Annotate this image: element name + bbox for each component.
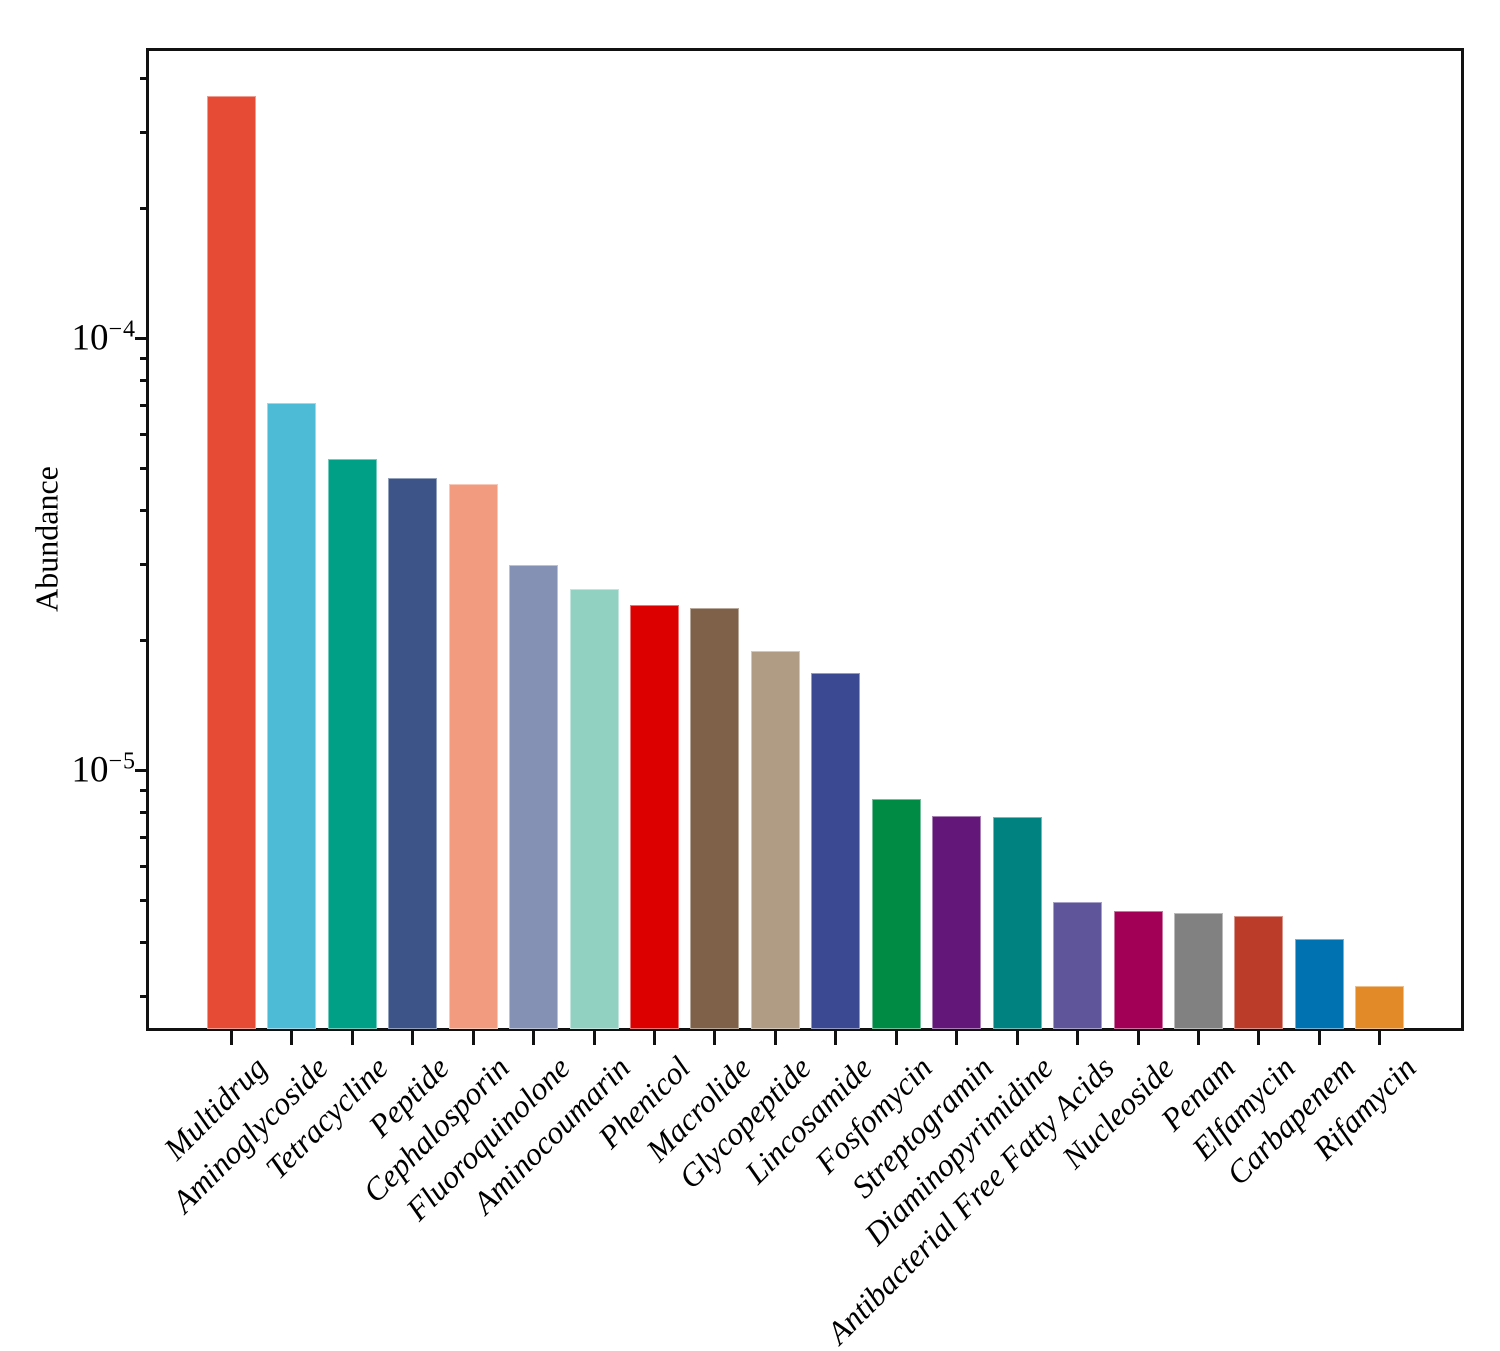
bar-multidrug xyxy=(206,95,256,1029)
y-minor-tick xyxy=(140,130,148,134)
bar-cephalosporin xyxy=(448,484,498,1029)
y-minor-tick xyxy=(140,562,148,566)
y-minor-tick xyxy=(140,76,148,80)
y-minor-tick xyxy=(140,356,148,360)
bar-aminocoumarin xyxy=(569,588,619,1029)
bar-fosfomycin xyxy=(871,799,921,1029)
x-tick xyxy=(713,1031,717,1045)
bar-carbapenem xyxy=(1294,939,1344,1029)
x-tick xyxy=(1136,1031,1140,1045)
bar-aminoglycoside xyxy=(267,403,317,1029)
bar-fluoroquinolone xyxy=(509,564,559,1029)
y-minor-tick xyxy=(140,864,148,868)
x-tick xyxy=(350,1031,354,1045)
y-minor-tick xyxy=(140,432,148,436)
bar-macrolide xyxy=(690,607,740,1029)
bar-phenicol xyxy=(629,605,679,1029)
bar-antibacterial-free-fatty-acids xyxy=(1053,901,1103,1029)
y-minor-tick xyxy=(140,206,148,210)
x-tick xyxy=(894,1031,898,1045)
x-tick xyxy=(773,1031,777,1045)
y-minor-tick xyxy=(140,788,148,792)
x-tick xyxy=(229,1031,233,1045)
y-minor-tick xyxy=(140,508,148,512)
x-tick xyxy=(955,1031,959,1045)
x-tick xyxy=(1257,1031,1261,1045)
y-axis-label: Abundance xyxy=(28,466,65,612)
bar-tetracycline xyxy=(327,458,377,1029)
y-minor-tick xyxy=(140,378,148,382)
y-tick-label: 10−4 xyxy=(71,316,136,359)
y-tick-label: 10−5 xyxy=(71,748,136,791)
y-minor-tick xyxy=(140,898,148,902)
bar-streptogramin xyxy=(932,816,982,1029)
bar-rifamycin xyxy=(1355,985,1405,1029)
y-minor-tick xyxy=(140,940,148,944)
y-major-tick xyxy=(135,768,148,772)
x-tick xyxy=(290,1031,294,1045)
bar-glycopeptide xyxy=(750,650,800,1029)
y-minor-tick xyxy=(140,638,148,642)
x-tick xyxy=(1076,1031,1080,1045)
x-tick xyxy=(592,1031,596,1045)
x-tick xyxy=(1015,1031,1019,1045)
bar-penam xyxy=(1174,913,1223,1029)
x-tick xyxy=(1197,1031,1200,1045)
x-tick xyxy=(834,1031,838,1045)
y-minor-tick xyxy=(140,994,148,998)
x-tick xyxy=(532,1031,536,1045)
bar-diaminopyrimidine xyxy=(992,817,1042,1029)
bar-peptide xyxy=(388,478,438,1029)
x-tick xyxy=(1378,1031,1382,1045)
y-minor-tick xyxy=(140,810,148,814)
x-tick xyxy=(1317,1031,1321,1045)
bar-nucleoside xyxy=(1113,911,1163,1029)
y-minor-tick xyxy=(140,466,148,470)
x-tick xyxy=(652,1031,656,1045)
bar-lincosamide xyxy=(811,673,861,1029)
bar-elfamycin xyxy=(1234,916,1284,1029)
y-minor-tick xyxy=(140,403,148,407)
x-tick xyxy=(471,1031,475,1045)
y-minor-tick xyxy=(140,835,148,839)
x-tick xyxy=(411,1031,415,1045)
y-major-tick xyxy=(135,336,148,340)
